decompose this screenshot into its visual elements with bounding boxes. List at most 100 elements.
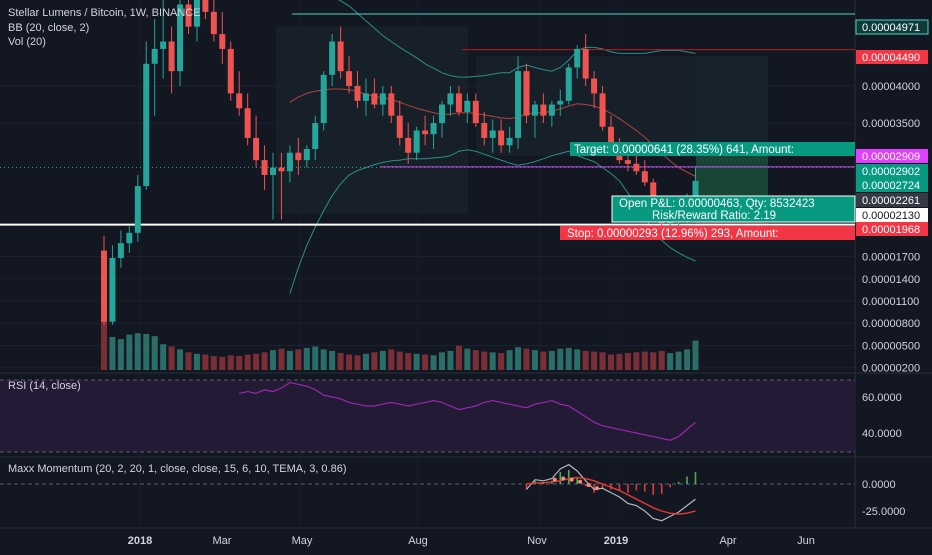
volume-bar: [210, 356, 217, 370]
rsi-band-fill: [0, 380, 855, 452]
candle-body: [151, 48, 158, 64]
volume-bar: [134, 333, 141, 370]
volume-bar: [286, 350, 293, 370]
candle-body: [464, 100, 471, 112]
momentum-dot: [569, 477, 574, 482]
range-shade-zone: [276, 26, 468, 214]
price-badge: [856, 50, 928, 64]
time-tick-label: Apr: [719, 535, 736, 547]
bb-lower-line: [289, 149, 696, 294]
momentum-tick-label: 0.0000: [862, 479, 896, 491]
candle-body: [227, 48, 234, 94]
candle-body: [295, 152, 302, 161]
candle-body: [193, 0, 200, 27]
volume-bar: [202, 354, 209, 370]
candle-body: [413, 130, 420, 153]
volume-bar: [101, 317, 107, 370]
candle-body: [591, 78, 598, 94]
price-badge-label: 0.00002724: [862, 180, 920, 192]
risk-reward-label: Risk/Reward Ratio: 2.19: [652, 210, 776, 222]
momentum-tick-label: -25.0000: [862, 506, 905, 518]
candle-body: [303, 149, 310, 161]
candle-body: [523, 71, 530, 116]
momentum-layer: [0, 463, 855, 522]
candle-body: [692, 180, 699, 198]
volume-bar: [472, 350, 479, 370]
volume-bar: [371, 352, 378, 370]
price-tick-label: 0.00001700: [862, 252, 920, 264]
price-tick-label: 0.00001100: [862, 296, 919, 308]
candle-body: [388, 93, 395, 116]
stop-label: Stop: 0.00000293 (12.96%) 293, Amount:: [567, 228, 779, 240]
price-axis[interactable]: 0.00004000 0.00003500 0.00001700 0.00001400…: [862, 81, 920, 518]
rsi-layer: [0, 379, 855, 453]
candle-body: [396, 115, 403, 138]
candle-body: [134, 186, 141, 233]
volume-bar: [515, 347, 522, 370]
candle-body: [202, 0, 209, 12]
price-badge-label: 0.00002902: [862, 166, 920, 178]
rsi-tick-label: 40.0000: [862, 428, 902, 440]
open-pl-box: [611, 195, 856, 223]
volume-bar: [405, 353, 412, 370]
candle-body: [455, 93, 462, 112]
bb-legend[interactable]: BB (20, close, 2): [8, 22, 90, 34]
candle-body: [109, 258, 116, 322]
momentum-legend[interactable]: Maxx Momentum (20, 2, 20, 1, close, clos…: [8, 463, 347, 475]
volume-bar: [557, 348, 564, 370]
volume-bar: [641, 351, 648, 370]
volume-bar: [667, 353, 674, 370]
candle-body: [286, 152, 293, 172]
candle-body: [185, 4, 192, 27]
volume-bar: [117, 339, 124, 370]
candle-body: [312, 123, 319, 150]
candle-body: [337, 41, 344, 72]
time-tick-label: Nov: [527, 535, 547, 547]
volume-bar: [548, 350, 555, 370]
volume-bar: [422, 354, 429, 370]
price-badge: [856, 149, 928, 163]
volume-bar: [506, 350, 513, 370]
candle-body: [633, 163, 640, 172]
candle-body: [515, 71, 522, 138]
candle-body: [481, 123, 488, 138]
rsi-legend[interactable]: RSI (14, close): [8, 380, 81, 392]
volume-bar: [439, 352, 445, 370]
price-badge-label: 0.00004490: [862, 52, 920, 64]
volume-bar: [244, 354, 251, 370]
volume-bar: [109, 336, 116, 370]
price-badge: [856, 193, 928, 207]
candle-body: [557, 100, 564, 105]
candle-body: [210, 11, 217, 35]
vol-legend[interactable]: Vol (20): [8, 36, 46, 48]
time-tick-label: May: [292, 535, 313, 547]
price-tick-label: 0.00000500: [862, 340, 920, 352]
volume-bar: [531, 350, 538, 370]
volume-bar: [624, 353, 631, 370]
volume-bar: [430, 355, 437, 370]
candle-body: [565, 67, 572, 101]
volume-bar: [650, 352, 657, 370]
volume-bar: [464, 348, 471, 370]
volume-bar: [388, 349, 395, 370]
candle-body: [168, 41, 175, 72]
volume-bar: [168, 346, 175, 370]
position-tool[interactable]: Target: 0.00000641 (28.35%) 641, Amount:…: [560, 142, 856, 240]
candle-body: [379, 93, 386, 105]
candle-body: [641, 171, 648, 183]
symbol-legend[interactable]: Stellar Lumens / Bitcoin, 1W, BINANCE: [8, 7, 201, 19]
bb-upper-line: [337, 0, 696, 78]
volume-bar: [616, 353, 623, 370]
candle-body: [498, 130, 505, 146]
volume-bar: [498, 353, 505, 370]
volume-bar: [692, 340, 699, 370]
price-badges: 0.00004971 0.00004490 0.00002909 0.00002902…: [855, 19, 929, 236]
volume-bar: [396, 351, 403, 370]
volume-bar: [253, 353, 260, 370]
candle-body: [422, 130, 429, 135]
time-axis[interactable]: 2018 Mar May Aug Nov 2019 Apr Jun: [128, 535, 815, 547]
candle-body: [574, 48, 581, 68]
price-tick-label: 0.00000800: [862, 318, 920, 330]
